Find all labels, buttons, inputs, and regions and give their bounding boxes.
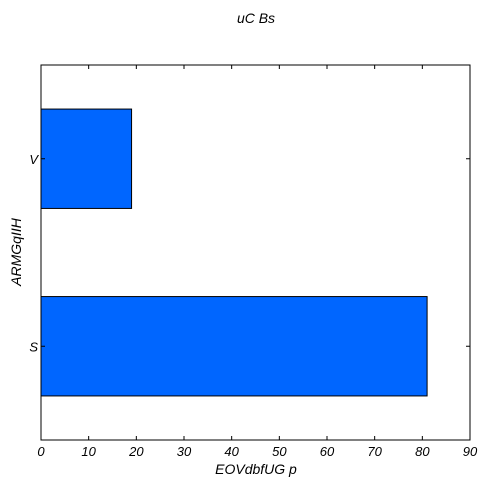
x-tick-label: 20 — [128, 444, 144, 459]
x-tick-label: 90 — [463, 444, 478, 459]
y-tick-label: S — [29, 339, 38, 354]
x-tick-label: 0 — [37, 444, 45, 459]
bar-S — [40, 296, 428, 397]
bar-V — [40, 108, 133, 209]
y-axis-label: ARMGqIIH — [8, 217, 24, 287]
y-tick-label: V — [29, 152, 39, 167]
x-tick-label: 10 — [81, 444, 96, 459]
bars-group — [40, 108, 428, 397]
x-tick-label: 40 — [224, 444, 239, 459]
x-tick-label: 80 — [415, 444, 430, 459]
x-ticks-group: 0 10 20 30 40 50 60 70 80 90 — [37, 65, 478, 459]
x-tick-label: 30 — [177, 444, 192, 459]
x-tick-label: 70 — [367, 444, 382, 459]
x-axis-label: EOVdbfUG p — [215, 461, 297, 477]
y-ticks-group: SV — [29, 152, 470, 354]
chart-title: uC Bs — [237, 10, 275, 26]
plot-frame — [40, 64, 471, 441]
x-tick-label: 50 — [272, 444, 287, 459]
x-tick-label: 60 — [320, 444, 335, 459]
